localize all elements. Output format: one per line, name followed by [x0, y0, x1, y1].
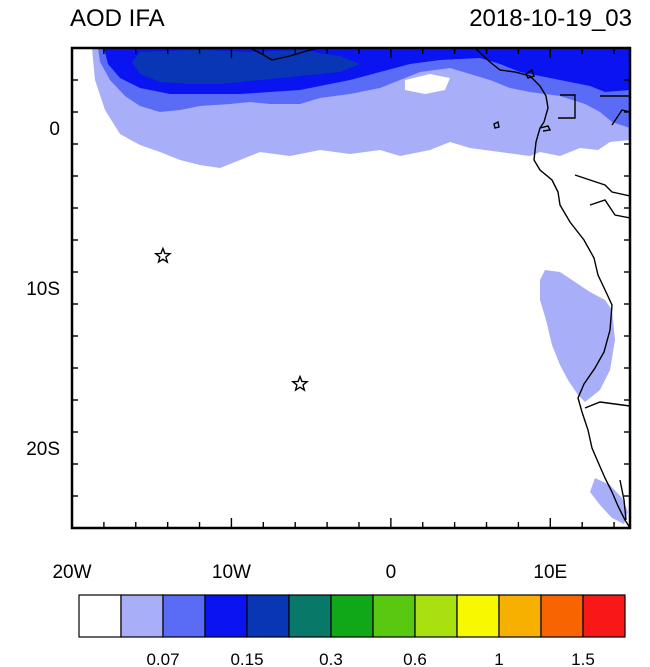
x-tick-label: 10E — [533, 562, 567, 583]
colorbar-swatch — [414, 594, 458, 638]
colorbar-swatch — [288, 594, 332, 638]
star-marker — [290, 374, 309, 392]
colorbar-labels: 0.07 0.15 0.3 0.6 1 1.5 — [146, 650, 594, 667]
y-tick-label: 10S — [26, 279, 60, 300]
colorbar-swatch — [540, 594, 584, 638]
colorbar — [78, 594, 626, 638]
star-marker — [153, 246, 172, 264]
x-tick-label: 20W — [52, 562, 91, 583]
colorbar-swatch — [204, 594, 248, 638]
colorbar-swatch — [372, 594, 416, 638]
map-date: 2018-10-19_03 — [469, 5, 632, 32]
aod-gap — [405, 74, 450, 94]
markers — [153, 246, 309, 392]
x-tick-label: 10W — [212, 562, 251, 583]
colorbar-swatch — [498, 594, 542, 638]
plot-frame — [70, 46, 632, 530]
tick-labels: 20W 10W 0 10E 0 10S 20S — [26, 119, 567, 583]
aod-band-core — [132, 50, 360, 84]
colorbar-label: 0.3 — [319, 650, 343, 667]
aod-field — [92, 48, 630, 524]
map-title: AOD IFA — [70, 5, 165, 32]
y-tick-label: 0 — [49, 119, 60, 140]
colorbar-swatch — [456, 594, 500, 638]
colorbar-swatch — [582, 594, 626, 638]
colorbar-swatch — [246, 594, 290, 638]
aod-coastal-patch — [540, 270, 615, 402]
colorbar-label: 0.6 — [403, 650, 427, 667]
colorbar-label: 1 — [494, 650, 503, 667]
colorbar-swatch — [162, 594, 206, 638]
colorbar-swatch — [330, 594, 374, 638]
coastlines — [249, 48, 630, 528]
colorbar-label: 0.07 — [146, 650, 179, 667]
colorbar-label: 1.5 — [571, 650, 595, 667]
aod-south-patch — [590, 478, 628, 524]
colorbar-swatch — [78, 594, 122, 638]
colorbar-label: 0.15 — [230, 650, 263, 667]
y-tick-label: 20S — [26, 439, 60, 460]
colorbar-swatch — [120, 594, 164, 638]
x-tick-label: 0 — [386, 562, 397, 583]
